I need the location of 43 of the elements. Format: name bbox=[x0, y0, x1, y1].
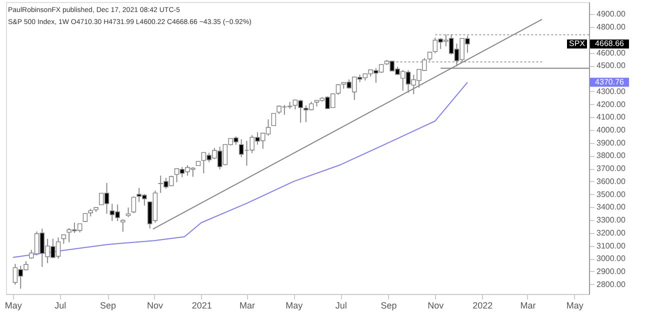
x-tick-label: Jul bbox=[335, 300, 347, 310]
candlestick bbox=[126, 207, 131, 218]
line-series bbox=[12, 82, 468, 258]
candlestick bbox=[271, 112, 276, 126]
y-tick-label: 3300.00 bbox=[596, 216, 626, 225]
x-tick-label: Mar bbox=[520, 300, 536, 310]
x-tick-label: May bbox=[4, 300, 22, 310]
x-tick-label: Nov bbox=[146, 300, 164, 310]
x-tick-label: Mar bbox=[239, 300, 255, 310]
y-tick-label: 3600.00 bbox=[596, 176, 626, 186]
y-tick-label: 4600.00 bbox=[596, 48, 626, 58]
y-tick-label: 3500.00 bbox=[596, 190, 626, 199]
candlestick bbox=[131, 196, 136, 214]
y-tick-label: 4100.00 bbox=[596, 112, 626, 122]
x-tick-label: Sep bbox=[380, 300, 397, 310]
y-tick-label: 4900.00 bbox=[596, 10, 626, 19]
text: 4370.76 bbox=[595, 77, 625, 86]
x-tick-label: Jul bbox=[54, 300, 66, 310]
x-tick-label: 2021 bbox=[192, 300, 212, 310]
x-tick-label: Sep bbox=[100, 300, 116, 310]
y-tick-label: 2900.00 bbox=[596, 266, 626, 276]
y-tick-label: 3100.00 bbox=[596, 241, 626, 250]
candlestick bbox=[120, 218, 126, 232]
text: 4668.66 bbox=[595, 38, 625, 48]
x-tick-label: May bbox=[286, 300, 304, 310]
y-tick-label: 3200.00 bbox=[596, 228, 626, 238]
candlestick bbox=[336, 84, 341, 96]
y-tick-label: 3800.00 bbox=[596, 151, 626, 160]
y-tick-label: 4000.00 bbox=[596, 125, 626, 134]
candlestick bbox=[61, 234, 66, 244]
y-tick-label: 3900.00 bbox=[596, 138, 626, 148]
x-tick-label: 2022 bbox=[472, 300, 493, 310]
y-tick-label: 2800.00 bbox=[596, 280, 626, 289]
y-tick-label: 4800.00 bbox=[596, 22, 626, 32]
y-tick-label: 3400.00 bbox=[596, 202, 626, 212]
y-tick-label: 4500.00 bbox=[596, 61, 626, 70]
y-tick-label: 4300.00 bbox=[596, 86, 626, 96]
annotation: SPX bbox=[568, 38, 586, 48]
x-tick-label: Nov bbox=[428, 300, 444, 310]
y-tick-label: 4200.00 bbox=[596, 100, 626, 109]
y-tick-label: 3700.00 bbox=[596, 164, 626, 174]
y-tick-label: 3000.00 bbox=[596, 254, 626, 264]
x-tick-label: May bbox=[566, 300, 584, 310]
